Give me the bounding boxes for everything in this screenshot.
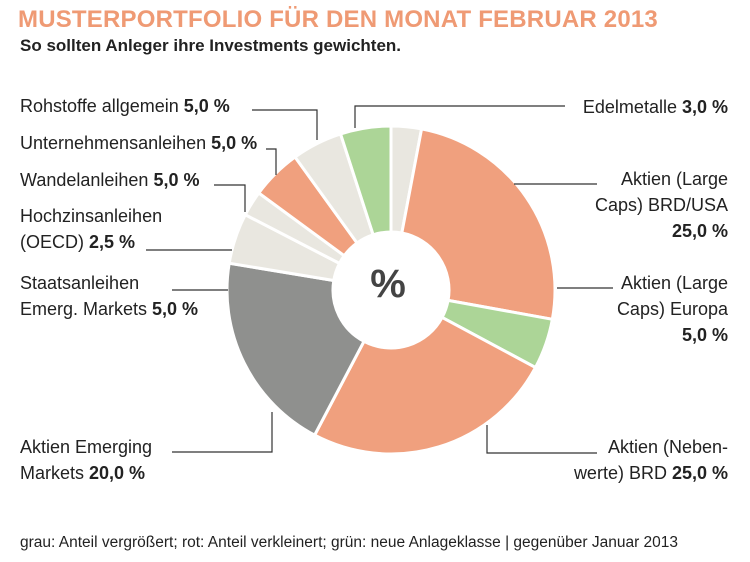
label-rohstoffe: Rohstoffe allgemein 5,0 % [20,93,230,119]
label-hochzinsanleihen-line1: Hochzinsanleihen [20,206,163,226]
label-large-caps-europa-line1: Aktien (Large [620,273,728,293]
slice-nebenwerte [312,315,538,456]
leader-line-emerging_aktien [172,412,273,453]
leader-line-edelmetalle [354,105,565,128]
label-unternehmensanleihen-value: 5,0 % [211,133,258,153]
label-staatsanleihen-value: 5,0 % [152,299,199,319]
label-large-caps-usa-line1: Aktien (Large [620,169,728,189]
slice-emerging_aktien [225,261,367,438]
label-unternehmensanleihen-name: Unternehmensanleihen [20,133,212,153]
label-edelmetalle-value: 3,0 % [681,97,728,117]
pie-slices [225,124,557,456]
chart-subtitle: So sollten Anleger ihre Investments gewi… [20,36,402,55]
label-aktien-emerging-line2: Markets [20,463,90,483]
label-large-caps-usa-value: 25,0 % [671,221,728,241]
label-edelmetalle: Edelmetalle 3,0 % [583,94,728,120]
label-nebenwerte: Aktien (Neben- werte) BRD 25,0 % [574,434,728,486]
label-edelmetalle-name: Edelmetalle [582,97,682,117]
leader-line-wandelanleihen [214,184,246,212]
label-wandelanleihen: Wandelanleihen 5,0 % [20,167,199,193]
label-nebenwerte-value: 25,0 % [671,463,728,483]
chart-title: MUSTERPORTFOLIO FÜR DEN MONAT FEBRUAR 20… [18,6,658,33]
label-wandelanleihen-value: 5,0 % [153,170,200,190]
label-nebenwerte-line2: werte) BRD [573,463,672,483]
label-large-caps-europa-value: 5,0 % [681,325,728,345]
slice-large_usa [400,127,557,322]
label-large-caps-usa: Aktien (Large Caps) BRD/USA 25,0 % [595,166,728,244]
label-rohstoffe-name: Rohstoffe allgemein [20,96,184,116]
leader-line-unternehmensanleihen [266,148,277,175]
label-hochzinsanleihen: Hochzinsanleihen (OECD) 2,5 % [20,203,162,255]
leader-line-rohstoffe [252,109,318,140]
label-nebenwerte-line1: Aktien (Neben- [607,437,728,457]
label-large-caps-usa-line2: Caps) BRD/USA [594,195,728,215]
label-rohstoffe-value: 5,0 % [183,96,230,116]
label-large-caps-europa-line2: Caps) Europa [616,299,728,319]
slice-rohstoffe [338,124,393,237]
label-hochzinsanleihen-line2: (OECD) [20,232,89,252]
label-wandelanleihen-name: Wandelanleihen [20,170,154,190]
label-staatsanleihen-line2: Emerg. Markets [20,299,153,319]
label-large-caps-europa: Aktien (Large Caps) Europa 5,0 % [617,270,728,348]
leader-line-nebenwerte [486,425,597,454]
label-staatsanleihen-line1: Staatsanleihen [20,273,140,293]
label-aktien-emerging: Aktien Emerging Markets 20,0 % [20,434,152,486]
label-unternehmensanleihen: Unternehmensanleihen 5,0 % [20,130,257,156]
footer-legend-note: grau: Anteil vergrößert; rot: Anteil ver… [20,534,679,551]
center-percent-label: % [370,262,406,306]
label-aktien-emerging-line1: Aktien Emerging [20,437,153,457]
label-aktien-emerging-value: 20,0 % [89,463,146,483]
label-staatsanleihen: Staatsanleihen Emerg. Markets 5,0 % [20,270,198,322]
leader-lines [146,105,613,454]
label-hochzinsanleihen-value: 2,5 % [89,232,136,252]
